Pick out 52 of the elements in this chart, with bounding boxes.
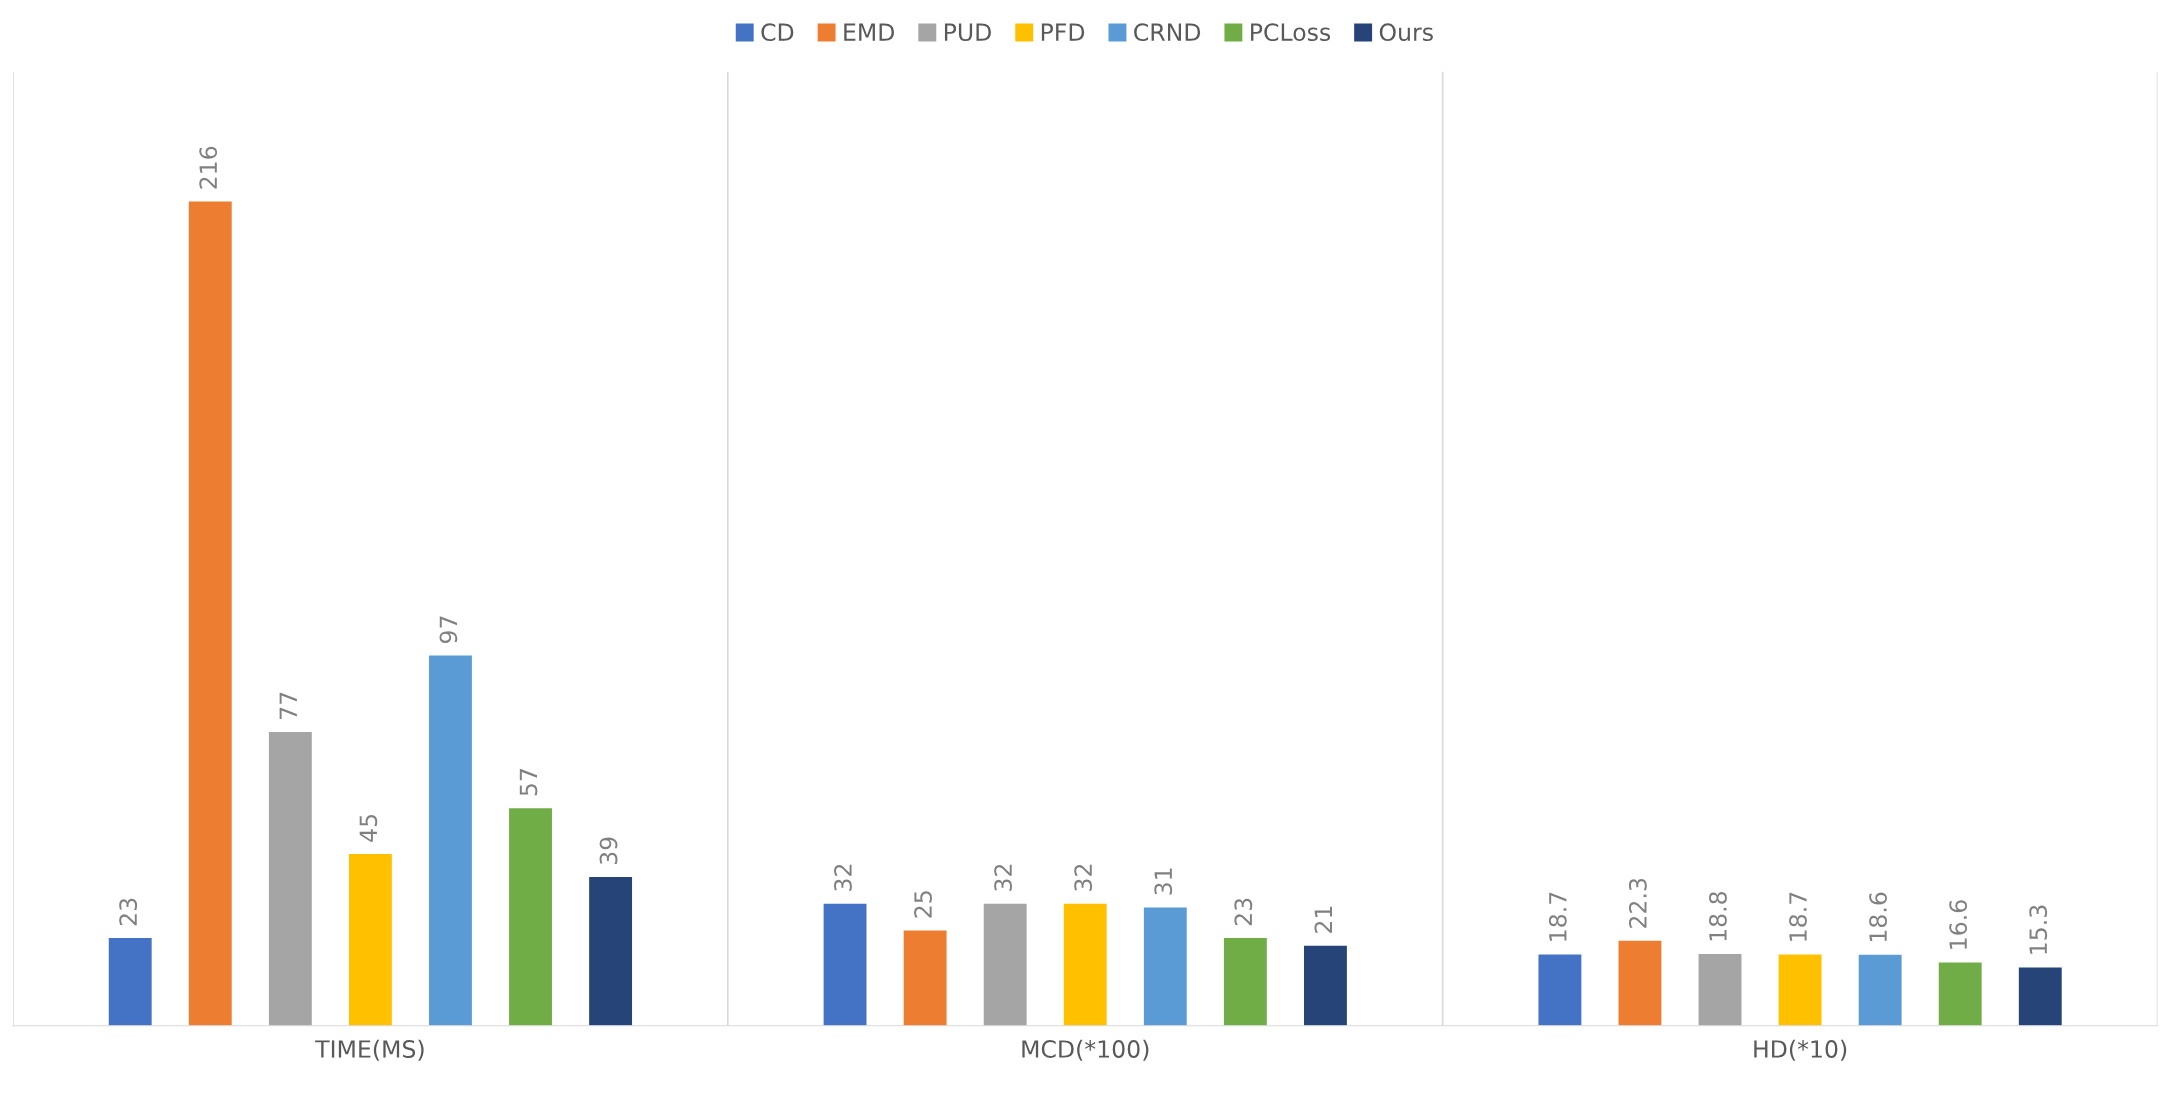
bar	[1618, 940, 1662, 1026]
bar	[429, 655, 472, 1026]
bar	[1938, 962, 1982, 1026]
x-tick-label: HD(*10)	[1754, 1039, 1847, 1061]
x-tick-label: MCD(*100)	[1022, 1039, 1149, 1061]
bar	[983, 903, 1027, 1026]
data-label: 25	[914, 891, 932, 918]
data-label: 32	[834, 864, 852, 891]
legend-label: CRND	[1134, 23, 1201, 42]
data-label: 23	[1234, 898, 1253, 926]
legend-label: CD	[761, 23, 794, 42]
bar	[268, 731, 312, 1026]
bar	[1303, 945, 1347, 1026]
data-label: 23	[119, 898, 138, 926]
legend-label: PCLoss	[1251, 23, 1331, 42]
bar	[2018, 967, 2062, 1026]
legend-label: Ours	[1379, 23, 1433, 42]
data-label: 21	[1314, 906, 1332, 933]
data-label: 216	[199, 146, 218, 189]
legend-label: PUD	[944, 23, 991, 42]
bar	[188, 201, 232, 1026]
data-label: 39	[599, 837, 618, 865]
data-label: 32	[1074, 864, 1093, 891]
bar	[348, 854, 392, 1026]
data-label: 22.3	[1628, 878, 1647, 928]
data-label: 16.6	[1949, 900, 1968, 949]
data-label: 18.6	[1869, 892, 1887, 942]
bar	[1858, 954, 1902, 1026]
legend-label: EMD	[844, 23, 895, 41]
bar	[1698, 954, 1742, 1026]
bar	[589, 876, 633, 1026]
data-label: 18.8	[1709, 891, 1727, 941]
bar	[1223, 938, 1267, 1026]
x-tick-label: TIME(MS)	[315, 1039, 424, 1061]
data-label: 57	[519, 769, 538, 796]
legend-label: PFD	[1041, 23, 1085, 41]
bar	[1063, 903, 1107, 1026]
bar	[823, 903, 867, 1026]
data-label: 15.3	[2029, 905, 2048, 954]
data-label: 77	[279, 692, 297, 719]
bar	[108, 938, 152, 1026]
data-label: 32	[994, 864, 1013, 891]
data-label: 97	[439, 616, 458, 643]
data-label: 45	[359, 814, 378, 842]
bar	[903, 930, 947, 1026]
data-label: 18.7	[1548, 892, 1567, 941]
bar	[1538, 954, 1582, 1026]
bar	[509, 808, 552, 1026]
bar	[1143, 907, 1187, 1026]
bar	[1778, 954, 1822, 1026]
data-label: 31	[1154, 868, 1173, 895]
data-label: 18.7	[1789, 892, 1807, 941]
